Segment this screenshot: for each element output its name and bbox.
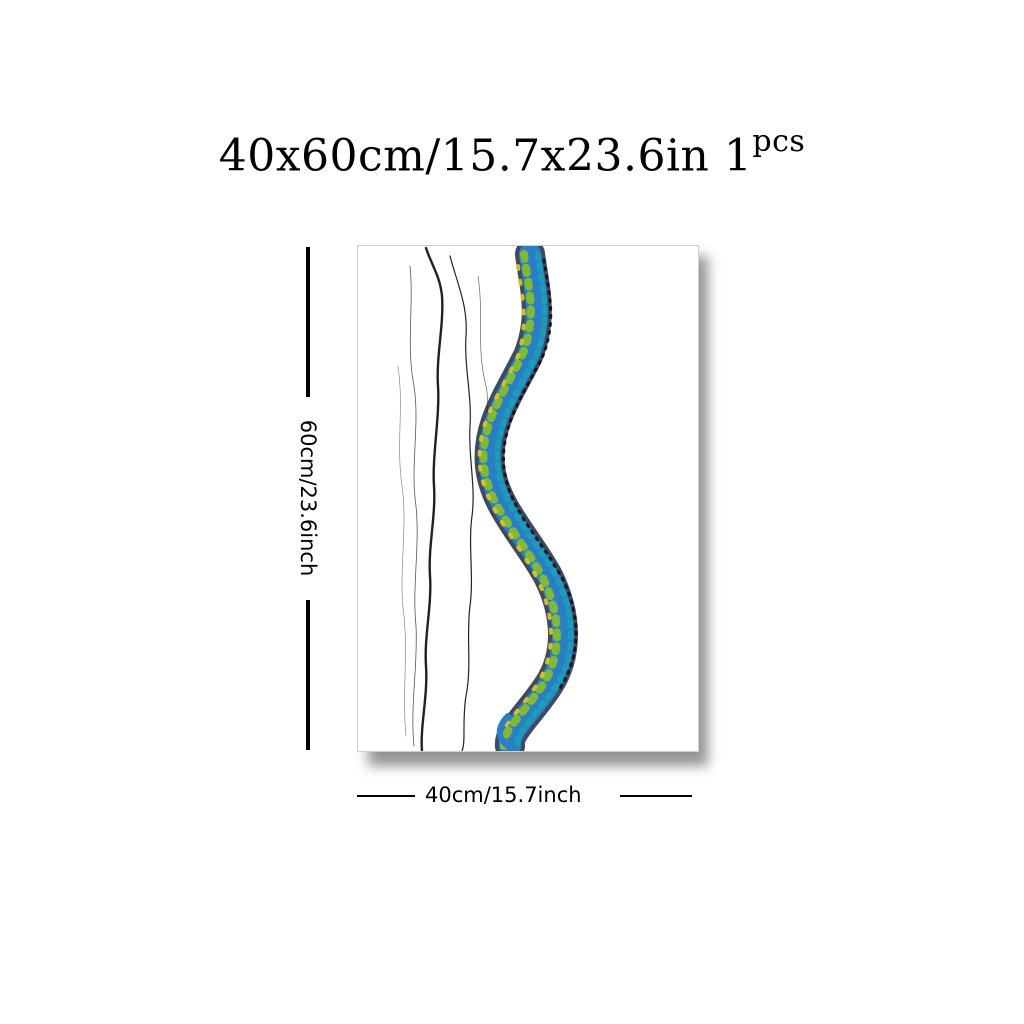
nerve-line-thin-3 — [397, 365, 407, 737]
width-dimension-line-left — [357, 795, 415, 797]
spine-artwork — [397, 246, 578, 751]
size-title: 40x60cm/15.7x23.6in 1pcs — [0, 124, 1024, 182]
nerve-line-main — [420, 246, 444, 751]
height-label: 60cm/23.6inch — [296, 419, 320, 577]
spine-column — [474, 246, 578, 751]
nerve-line-thin-1 — [409, 265, 418, 747]
nerve-line-secondary — [449, 255, 474, 751]
width-label: 40cm/15.7inch — [425, 783, 582, 807]
canvas-print — [357, 245, 699, 752]
quantity-suffix: pcs — [752, 124, 806, 159]
width-dimension-line-right — [620, 795, 692, 797]
size-title-text: 40x60cm/15.7x23.6in 1 — [218, 130, 753, 182]
height-dimension-line-top — [306, 247, 310, 397]
height-dimension-line-bottom — [306, 600, 310, 750]
